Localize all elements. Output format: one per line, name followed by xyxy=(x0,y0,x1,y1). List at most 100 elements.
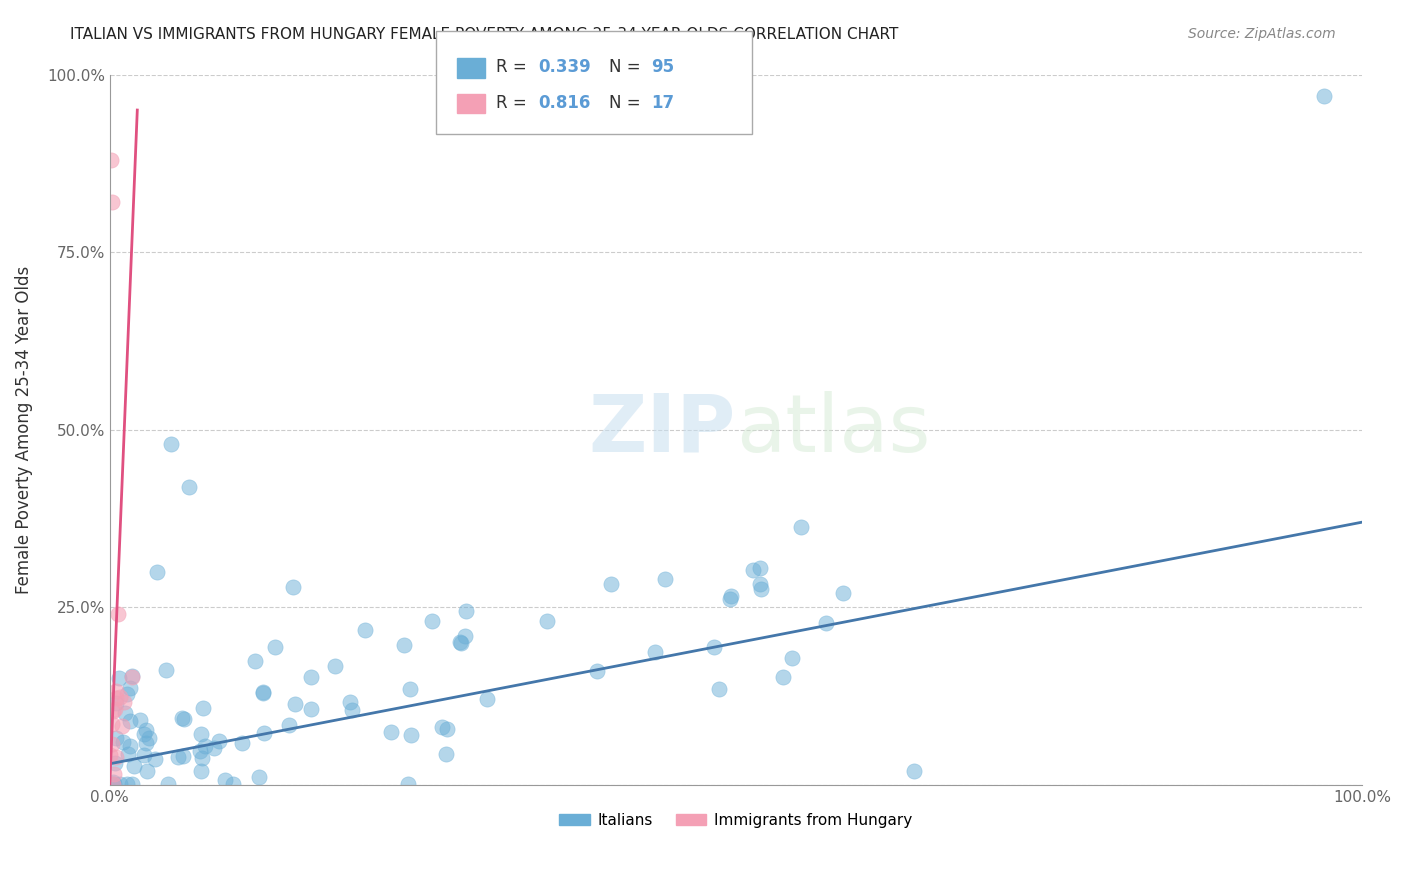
Point xyxy=(396,777,419,791)
Point xyxy=(191,751,214,765)
Point xyxy=(252,685,274,699)
Text: N =: N = xyxy=(609,58,645,76)
Point xyxy=(207,734,229,748)
Text: ITALIAN VS IMMIGRANTS FROM HUNGARY FEMALE POVERTY AMONG 25-34 YEAR OLDS CORRELAT: ITALIAN VS IMMIGRANTS FROM HUNGARY FEMAL… xyxy=(70,27,898,42)
Point xyxy=(420,614,443,628)
Text: ZIP: ZIP xyxy=(589,391,735,469)
Point xyxy=(401,728,423,742)
Point xyxy=(399,682,422,697)
Point xyxy=(454,604,477,618)
Point xyxy=(108,671,131,685)
Point xyxy=(100,153,122,167)
Point xyxy=(136,764,159,778)
Point xyxy=(718,591,741,606)
Point xyxy=(477,692,499,706)
Point xyxy=(104,701,127,715)
Point xyxy=(100,717,122,731)
Point xyxy=(108,690,131,704)
Point xyxy=(172,711,194,725)
Point xyxy=(703,640,725,655)
Point xyxy=(112,695,135,709)
Point xyxy=(749,561,772,575)
Point xyxy=(453,629,475,643)
Point xyxy=(434,747,457,762)
Point xyxy=(105,690,128,705)
Point xyxy=(115,687,138,701)
Point xyxy=(281,580,304,594)
Point xyxy=(252,686,274,700)
Point xyxy=(103,777,125,791)
Point xyxy=(190,764,212,779)
Point xyxy=(101,195,124,210)
Point xyxy=(202,741,225,756)
Point xyxy=(449,635,471,649)
Point xyxy=(430,720,453,734)
Point xyxy=(122,759,145,773)
Point xyxy=(599,577,621,591)
Point xyxy=(173,712,195,726)
Legend: Italians, Immigrants from Hungary: Italians, Immigrants from Hungary xyxy=(554,807,918,834)
Point xyxy=(380,725,402,739)
Point xyxy=(108,777,131,791)
Point xyxy=(790,520,813,534)
Point xyxy=(177,480,200,494)
Point xyxy=(118,714,141,728)
Point xyxy=(654,572,676,586)
Point xyxy=(903,764,925,778)
Point xyxy=(707,682,730,697)
Text: 95: 95 xyxy=(651,58,673,76)
Point xyxy=(167,750,190,764)
Point xyxy=(814,616,837,631)
Point xyxy=(145,566,167,580)
Y-axis label: Female Poverty Among 25-34 Year Olds: Female Poverty Among 25-34 Year Olds xyxy=(15,266,32,594)
Point xyxy=(111,735,134,749)
Point xyxy=(339,695,361,709)
Point xyxy=(135,723,157,737)
Point xyxy=(103,774,125,789)
Point xyxy=(121,777,143,791)
Point xyxy=(107,607,129,621)
Point xyxy=(749,582,772,597)
Text: atlas: atlas xyxy=(735,391,931,469)
Point xyxy=(135,736,157,750)
Point xyxy=(436,723,458,737)
Point xyxy=(105,750,128,764)
Point xyxy=(117,747,139,761)
Point xyxy=(231,736,253,750)
Text: N =: N = xyxy=(609,94,645,112)
Point xyxy=(172,748,194,763)
Point xyxy=(780,651,803,665)
Point xyxy=(450,636,472,650)
Point xyxy=(188,744,211,758)
Text: R =: R = xyxy=(496,58,533,76)
Point xyxy=(105,731,128,745)
Text: 17: 17 xyxy=(651,94,673,112)
Point xyxy=(222,777,245,791)
Point xyxy=(245,655,267,669)
Text: R =: R = xyxy=(496,94,533,112)
Point xyxy=(299,701,322,715)
Point xyxy=(121,670,143,684)
Point xyxy=(134,748,156,763)
Point xyxy=(110,719,132,733)
Point xyxy=(392,638,415,652)
Point xyxy=(277,717,299,731)
Point xyxy=(214,772,236,787)
Point xyxy=(193,739,215,753)
Text: Source: ZipAtlas.com: Source: ZipAtlas.com xyxy=(1188,27,1336,41)
Text: 0.816: 0.816 xyxy=(538,94,591,112)
Point xyxy=(340,702,363,716)
Point xyxy=(536,614,558,628)
Point xyxy=(118,681,141,695)
Point xyxy=(115,777,138,791)
Point xyxy=(101,704,124,718)
Point xyxy=(101,777,124,791)
Point xyxy=(586,664,609,678)
Point xyxy=(720,589,742,603)
Point xyxy=(134,727,156,741)
Point xyxy=(190,727,212,741)
Point xyxy=(100,737,122,751)
Point xyxy=(264,640,287,654)
Point xyxy=(193,701,215,715)
Point xyxy=(253,726,276,740)
